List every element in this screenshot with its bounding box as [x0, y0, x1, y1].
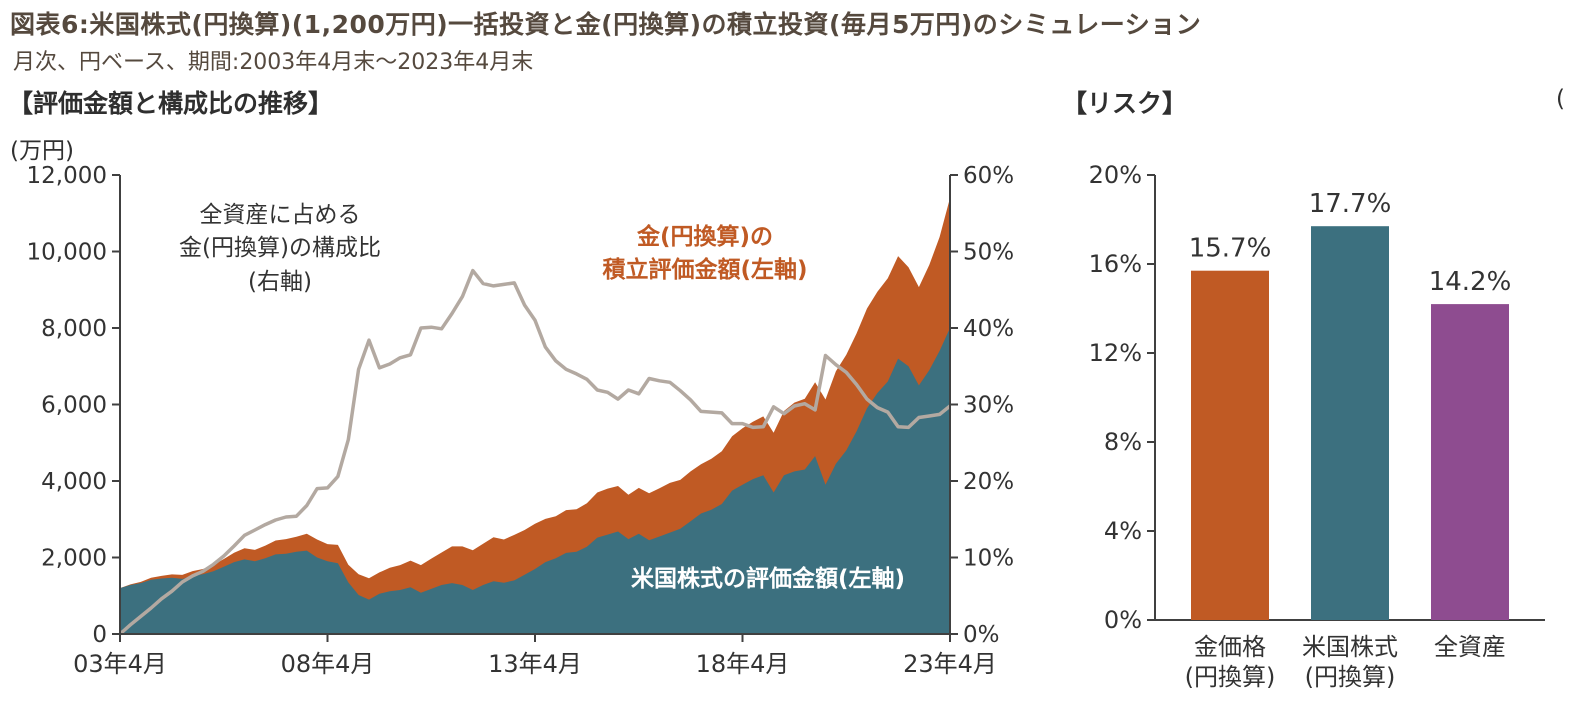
x-axis-tick-label: 23年4月 [903, 650, 997, 678]
cropped-right-text: ( [1556, 86, 1565, 112]
right-axis-tick-label: 20% [963, 469, 1014, 495]
right-axis-tick-label: 0% [963, 622, 1000, 648]
figure-subtitle: 月次、円ベース、期間:2003年4月末〜2023年4月末 [13, 50, 534, 75]
risk-bar-value-label: 17.7% [1309, 189, 1392, 219]
left-section-title: 【評価金額と構成比の推移】 [8, 89, 334, 118]
us-stock-value-area [120, 328, 950, 634]
risk-y-tick-label: 8% [1104, 428, 1142, 456]
x-axis-tick-label: 13年4月 [488, 650, 582, 678]
right-axis-tick-label: 50% [963, 240, 1014, 266]
risk-bar-chart: 0% 4% 8% 12% 16% 20% 15.7% 金価格(円換算) 17.7% 米国株式(円換… [1089, 161, 1545, 691]
risk-y-tick-label: 12% [1089, 339, 1142, 367]
risk-bar-value-label: 15.7% [1189, 234, 1272, 264]
left-axis-tick-label: 4,000 [41, 469, 107, 495]
area-chart: 0 2,000 4,000 6,000 8,000 10,000 12,000 0% 10% 20… [27, 163, 1015, 678]
risk-bar-2 [1431, 304, 1509, 620]
risk-bar-1 [1311, 226, 1389, 620]
risk-section-title: 【リスク】 [1062, 89, 1188, 118]
figure-title: 図表6:米国株式(円換算)(1,200万円)一括投資と金(円換算)の積立投資(毎… [10, 10, 1202, 39]
risk-bar-0 [1191, 270, 1269, 620]
right-axis-tick-label: 60% [963, 163, 1014, 189]
gold-value-annotation: 金(円換算)の 積立評価金額(左軸) [602, 224, 808, 284]
x-axis-tick-label: 03年4月 [73, 650, 167, 678]
risk-bar-value-label: 14.2% [1429, 267, 1512, 297]
x-axis-tick-label: 18年4月 [696, 650, 790, 678]
risk-y-tick-label: 20% [1089, 161, 1142, 189]
us-stock-annotation: 米国株式の評価金額(左軸) [630, 566, 906, 592]
right-axis-tick-label: 30% [963, 393, 1014, 419]
risk-axes [1154, 175, 1545, 621]
left-axis-tick-label: 2,000 [41, 546, 107, 572]
risk-bar-category-label: 全資産 [1434, 633, 1506, 661]
left-axis-tick-label: 8,000 [41, 316, 107, 342]
x-axis-tick-label: 08年4月 [281, 650, 375, 678]
left-axis-tick-label: 0 [92, 622, 107, 648]
risk-bar-category-label: 金価格(円換算) [1185, 633, 1276, 691]
right-axis-tick-label: 10% [963, 546, 1014, 572]
left-axis-tick-label: 12,000 [27, 163, 107, 189]
share-line-annotation: 全資産に占める 金(円換算)の構成比 (右軸) [179, 202, 381, 295]
risk-y-tick-label: 4% [1104, 517, 1142, 545]
left-axis-unit-label: (万円) [10, 138, 74, 164]
gold-share-line [118, 268, 952, 636]
left-axis-tick-label: 10,000 [27, 240, 107, 266]
risk-bar-category-label: 米国株式(円換算) [1302, 633, 1398, 691]
right-axis-tick-label: 40% [963, 316, 1014, 342]
left-axis-tick-label: 6,000 [41, 393, 107, 419]
risk-y-tick-label: 0% [1104, 606, 1142, 634]
risk-y-tick-label: 16% [1089, 250, 1142, 278]
